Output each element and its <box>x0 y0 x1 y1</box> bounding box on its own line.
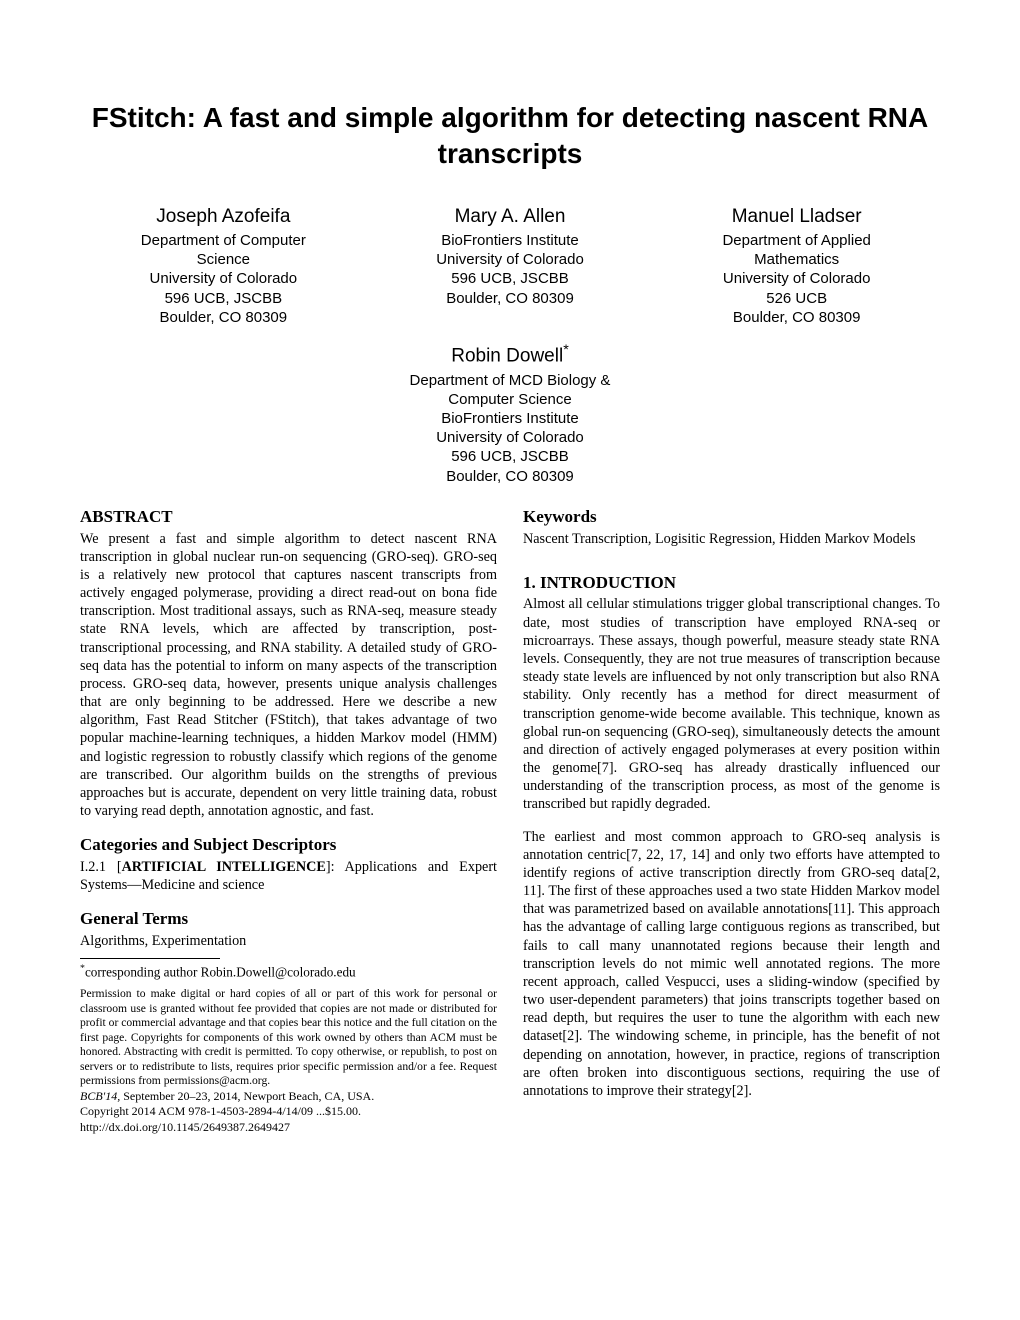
conference-line-2: Copyright 2014 ACM 978-1-4503-2894-4/14/… <box>80 1104 497 1120</box>
categories-text: I.2.1 [ARTIFICIAL INTELLIGENCE]: Applica… <box>80 858 497 894</box>
categories-heading: Categories and Subject Descriptors <box>80 834 497 856</box>
authors-row-1: Joseph Azofeifa Department of Computer S… <box>80 205 940 327</box>
author-1: Joseph Azofeifa Department of Computer S… <box>80 205 367 327</box>
left-column: ABSTRACT We present a fast and simple al… <box>80 506 497 1136</box>
author-3-affil: Department of Applied Mathematics Univer… <box>653 231 940 327</box>
permission-block: Permission to make digital or hard copie… <box>80 987 497 1088</box>
intro-heading: 1. INTRODUCTION <box>523 572 940 594</box>
author-2-affil: BioFrontiers Institute University of Col… <box>367 231 654 308</box>
author-2: Mary A. Allen BioFrontiers Institute Uni… <box>367 205 654 327</box>
author-4: Robin Dowell* Department of MCD Biology … <box>410 341 611 486</box>
general-terms-heading: General Terms <box>80 908 497 930</box>
intro-paragraph-1: Almost all cellular stimulations trigger… <box>523 595 940 813</box>
authors-row-2: Robin Dowell* Department of MCD Biology … <box>80 341 940 486</box>
right-column: Keywords Nascent Transcription, Logisiti… <box>523 506 940 1136</box>
author-4-name-text: Robin Dowell <box>451 345 563 366</box>
conference-line-3: http://dx.doi.org/10.1145/2649387.264942… <box>80 1120 497 1136</box>
conf-italic: BCB'14, <box>80 1089 120 1103</box>
author-1-name: Joseph Azofeifa <box>80 205 367 229</box>
two-column-body: ABSTRACT We present a fast and simple al… <box>80 506 940 1136</box>
author-1-affil: Department of Computer Science Universit… <box>80 231 367 327</box>
cat-bold: ARTIFICIAL INTELLIGENCE <box>122 859 326 875</box>
author-3-name: Manuel Lladser <box>653 205 940 229</box>
corresponding-footnote: *corresponding author Robin.Dowell@color… <box>80 963 497 981</box>
author-4-sup: * <box>563 342 569 358</box>
author-4-affil: Department of MCD Biology & Computer Sci… <box>410 371 611 486</box>
footnote-text: corresponding author Robin.Dowell@colora… <box>85 965 356 980</box>
permission-text: Permission to make digital or hard copie… <box>80 987 497 1087</box>
author-4-name: Robin Dowell* <box>410 341 611 369</box>
spacer <box>523 548 940 572</box>
paper-title: FStitch: A fast and simple algorithm for… <box>80 100 940 173</box>
footnote-rule <box>80 958 220 959</box>
general-terms-text: Algorithms, Experimentation <box>80 932 497 950</box>
conf-rest: September 20–23, 2014, Newport Beach, CA… <box>120 1089 374 1103</box>
abstract-text: We present a fast and simple algorithm t… <box>80 530 497 821</box>
abstract-heading: ABSTRACT <box>80 506 497 528</box>
keywords-text: Nascent Transcription, Logisitic Regress… <box>523 530 940 548</box>
cat-pre: I.2.1 [ <box>80 859 122 875</box>
paper-page: FStitch: A fast and simple algorithm for… <box>0 0 1020 1320</box>
conference-line-1: BCB'14, September 20–23, 2014, Newport B… <box>80 1089 497 1105</box>
intro-paragraph-2: The earliest and most common approach to… <box>523 828 940 1101</box>
author-3: Manuel Lladser Department of Applied Mat… <box>653 205 940 327</box>
keywords-heading: Keywords <box>523 506 940 528</box>
author-2-name: Mary A. Allen <box>367 205 654 229</box>
